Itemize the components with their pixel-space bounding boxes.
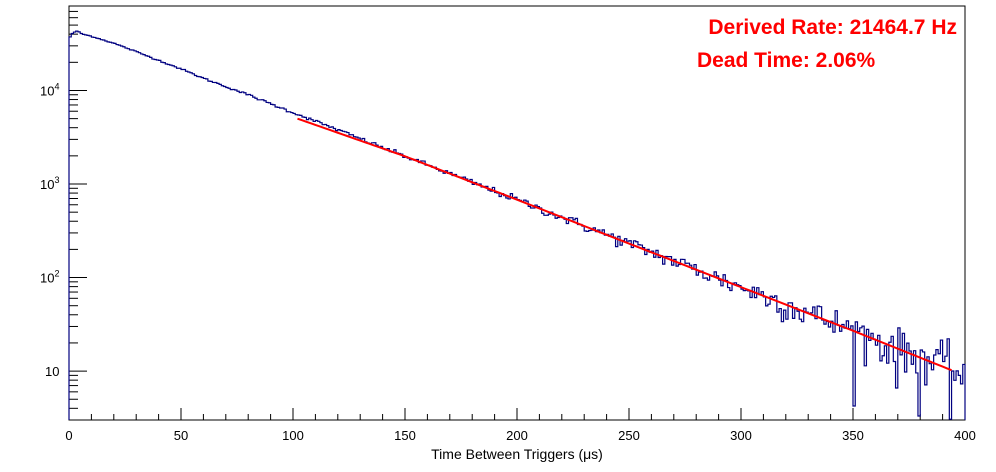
x-tick-label: 0 [65, 428, 72, 443]
y-tick-label: 102 [40, 269, 59, 286]
x-tick-label: 100 [282, 428, 304, 443]
fit-layer [297, 117, 952, 372]
y-tick-label: 104 [40, 81, 59, 98]
x-tick-label: 250 [618, 428, 640, 443]
y-tick-label: 10 [45, 364, 59, 379]
y-tick-label: 103 [40, 175, 59, 192]
x-tick-label: 50 [174, 428, 188, 443]
histogram-line [68, 30, 966, 420]
x-tick-label: 400 [954, 428, 976, 443]
derived-rate-annotation: Derived Rate: 21464.7 Hz [708, 16, 957, 39]
dead-time-annotation: Dead Time: 2.06% [697, 49, 876, 72]
x-tick-label: 300 [730, 428, 752, 443]
plot-frame [68, 5, 966, 421]
x-tick-label: 150 [394, 428, 416, 443]
x-tick-label: 350 [842, 428, 864, 443]
y-axis: 10 102 103 104 [40, 5, 87, 421]
fit-line [297, 117, 952, 372]
x-tick-label: 200 [506, 428, 528, 443]
x-axis-title: Time Between Triggers (μs) [431, 446, 603, 462]
histogram-layer [68, 30, 966, 420]
